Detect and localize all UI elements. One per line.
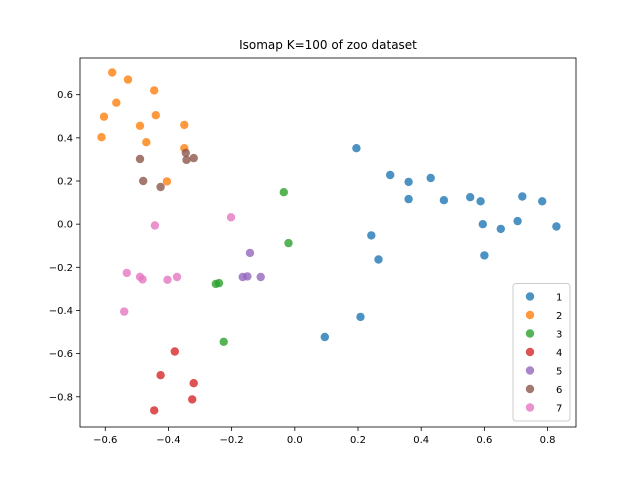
point-class-2	[135, 121, 145, 130]
x-tick-label: 0.6	[476, 435, 492, 446]
y-tick-label: −0.4	[49, 306, 73, 317]
point-class-2	[108, 68, 117, 77]
point-class-6	[156, 182, 165, 192]
point-class-2	[142, 138, 151, 147]
point-class-7	[122, 268, 131, 278]
y-axis: 0.6 0.4 0.2 0.0 −0.2 −0.4 −0.6 −0.8	[49, 90, 80, 403]
point-class-1	[496, 224, 505, 234]
point-class-4	[189, 379, 198, 388]
point-class-6	[135, 154, 145, 164]
legend-label-class-1: 1	[556, 293, 562, 304]
x-tick-label: 0.8	[540, 435, 556, 446]
point-class-7	[172, 272, 182, 282]
point-class-7	[150, 221, 160, 230]
legend-marker-class-7	[525, 403, 535, 412]
point-class-3	[279, 188, 288, 197]
x-tick-label: −0.2	[219, 435, 243, 446]
legend-label-class-4: 4	[556, 348, 562, 359]
points-layer	[97, 68, 561, 415]
plot-frame	[79, 57, 577, 428]
y-tick-label: 0.2	[57, 177, 73, 188]
y-tick-label: −0.8	[49, 392, 73, 403]
point-class-2	[112, 98, 121, 107]
point-class-2	[97, 133, 106, 142]
point-class-6	[139, 176, 148, 186]
y-tick-label: 0.4	[57, 133, 73, 144]
point-class-6	[189, 153, 198, 163]
legend-marker-class-3	[525, 329, 535, 338]
legend-marker-class-6	[525, 384, 535, 394]
legend: 1 2 3 4 5 6 7	[512, 283, 571, 422]
legend-label-class-6: 6	[556, 385, 562, 396]
y-tick-label: 0.0	[57, 220, 73, 231]
point-class-2	[123, 75, 133, 84]
point-class-1	[478, 220, 487, 229]
legend-label-class-3: 3	[556, 330, 562, 341]
point-class-3	[211, 279, 220, 289]
point-class-7	[226, 213, 236, 222]
point-class-3	[219, 337, 228, 346]
point-class-7	[163, 275, 172, 284]
legend-label-class-2: 2	[556, 311, 562, 322]
point-class-4	[170, 347, 179, 356]
point-class-4	[156, 371, 165, 380]
x-tick-label: 0.2	[350, 435, 366, 446]
y-tick-label: −0.2	[49, 263, 73, 274]
y-tick-label: −0.6	[49, 349, 73, 360]
x-tick-label: 0.0	[287, 435, 303, 446]
point-class-1	[476, 197, 485, 206]
legend-marker-class-4	[525, 347, 535, 357]
x-tick-label: −0.6	[93, 435, 117, 446]
point-class-6	[182, 155, 191, 165]
chart-title: Isomap K=100 of zoo dataset	[239, 38, 417, 52]
point-class-2	[99, 112, 109, 121]
legend-marker-class-2	[525, 310, 535, 320]
point-class-5	[243, 272, 252, 281]
legend-marker-class-5	[525, 366, 535, 375]
point-class-6	[181, 148, 190, 158]
point-class-2	[162, 177, 172, 186]
y-tick-label: 0.6	[57, 90, 73, 101]
point-class-1	[352, 144, 361, 153]
point-class-5	[245, 248, 255, 258]
point-class-4	[150, 406, 159, 415]
point-class-1	[386, 170, 395, 180]
point-class-2	[180, 120, 189, 130]
point-class-1	[404, 177, 413, 187]
point-class-1	[356, 312, 365, 322]
point-class-1	[466, 193, 475, 202]
point-class-1	[439, 196, 449, 205]
point-class-2	[150, 86, 159, 95]
x-tick-label: 0.4	[413, 435, 429, 446]
legend-label-class-5: 5	[556, 367, 562, 378]
point-class-2	[151, 111, 160, 120]
point-class-7	[138, 275, 147, 284]
point-class-1	[320, 332, 329, 342]
point-class-1	[518, 192, 527, 201]
point-class-7	[120, 307, 129, 316]
point-class-1	[404, 194, 413, 204]
point-class-4	[188, 395, 197, 404]
point-class-1	[367, 231, 376, 240]
point-class-1	[538, 197, 547, 206]
point-class-1	[480, 251, 489, 260]
point-class-1	[426, 173, 435, 183]
x-tick-label: −0.4	[156, 435, 180, 446]
point-class-1	[513, 216, 522, 226]
point-class-3	[284, 238, 293, 248]
legend-label-class-7: 7	[556, 404, 562, 415]
point-class-5	[256, 272, 265, 282]
x-axis: −0.6 −0.4 −0.2 0.0 0.2 0.4 0.6 0.8	[93, 427, 556, 446]
legend-marker-class-1	[525, 292, 535, 301]
point-class-1	[552, 222, 561, 231]
point-class-1	[374, 255, 383, 264]
